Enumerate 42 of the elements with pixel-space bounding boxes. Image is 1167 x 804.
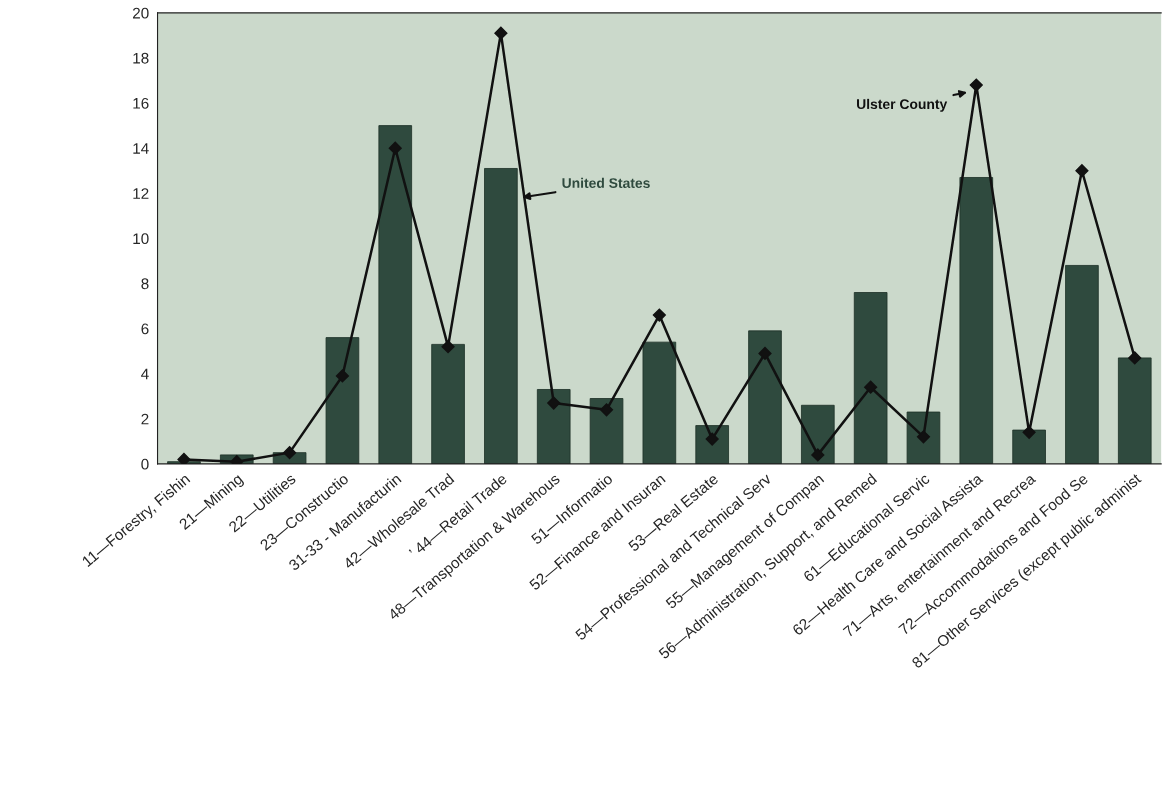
y-tick-label: 18 bbox=[133, 52, 149, 64]
bar bbox=[589, 398, 624, 464]
bar bbox=[748, 330, 782, 464]
bar bbox=[484, 168, 518, 464]
legend-label: Ulster County bbox=[857, 98, 948, 112]
y-tick-label: 12 bbox=[133, 188, 149, 199]
y-tick-label: 14 bbox=[133, 143, 149, 154]
point bbox=[969, 78, 983, 92]
point bbox=[811, 448, 825, 462]
y-tick-label: 4 bbox=[141, 368, 149, 380]
bar bbox=[325, 337, 360, 464]
bar bbox=[1117, 357, 1152, 464]
point bbox=[758, 346, 772, 360]
point bbox=[547, 396, 561, 410]
bar bbox=[1012, 429, 1046, 464]
bar bbox=[431, 343, 465, 464]
y-tick-label: 10 bbox=[133, 233, 149, 245]
y-tick-label: 0 bbox=[141, 458, 149, 470]
point bbox=[441, 340, 455, 354]
bar bbox=[959, 177, 994, 464]
bar bbox=[378, 125, 413, 464]
point bbox=[283, 446, 297, 460]
point bbox=[1128, 351, 1142, 365]
point bbox=[1075, 164, 1089, 178]
point bbox=[864, 380, 878, 394]
bar bbox=[642, 341, 677, 464]
point bbox=[599, 403, 614, 417]
point bbox=[494, 26, 508, 40]
bar bbox=[536, 389, 571, 464]
point bbox=[388, 141, 402, 155]
point bbox=[177, 452, 191, 464]
text: United States bbox=[562, 177, 650, 188]
point bbox=[335, 369, 350, 383]
y-tick-label: 2 bbox=[141, 413, 149, 425]
y-tick-label: 16 bbox=[133, 97, 149, 109]
y-tick-label: 20 bbox=[132, 7, 149, 19]
point bbox=[652, 308, 666, 322]
bar bbox=[1065, 265, 1099, 464]
y-tick-label: 8 bbox=[141, 278, 149, 290]
y-tick-label: 6 bbox=[141, 323, 149, 335]
bar bbox=[853, 292, 888, 464]
point bbox=[1022, 425, 1036, 439]
